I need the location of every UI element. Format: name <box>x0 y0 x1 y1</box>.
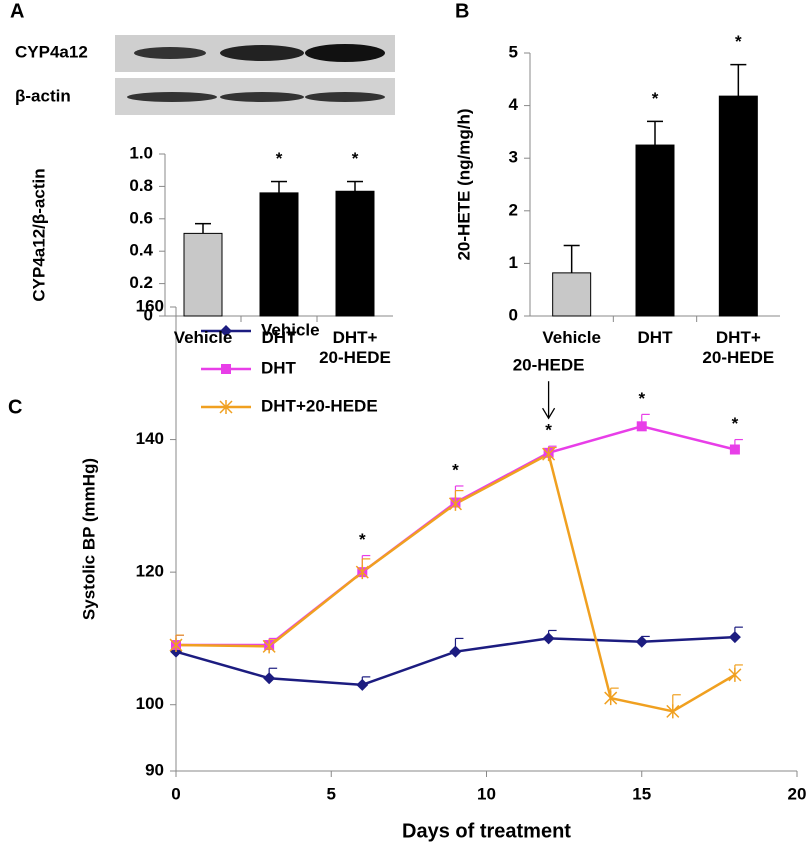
annotation: 20-HEDE <box>513 356 585 375</box>
x-tick-label: Vehicle <box>542 328 601 347</box>
y-tick-label: 0.8 <box>129 176 153 195</box>
marker <box>219 400 233 414</box>
significance-mark: * <box>732 414 739 433</box>
marker <box>729 444 740 455</box>
bar <box>718 95 758 317</box>
legend-label: Vehicle <box>261 320 320 339</box>
panel-letter: A <box>10 0 24 22</box>
y-tick-label: 140 <box>136 429 164 448</box>
panel-letter: C <box>8 396 22 418</box>
significance-mark: * <box>735 32 742 51</box>
x-tick-label: 0 <box>171 784 180 803</box>
significance-mark: * <box>652 89 659 108</box>
y-tick-label: 1 <box>509 253 518 272</box>
x-tick-label: DHT <box>637 328 673 347</box>
significance-mark: * <box>638 389 645 408</box>
significance-mark: * <box>359 530 366 549</box>
blot-label: β-actin <box>15 86 71 105</box>
marker <box>355 565 369 580</box>
western-blot <box>115 35 395 115</box>
x-axis-label: Days of treatment <box>402 820 571 842</box>
marker <box>356 678 369 691</box>
y-tick-label: 0 <box>144 305 153 324</box>
blot-band <box>220 92 304 102</box>
marker <box>169 638 183 653</box>
marker <box>666 704 680 719</box>
marker <box>635 635 648 648</box>
marker <box>542 447 556 462</box>
blot-band <box>220 45 304 61</box>
y-axis-label: Systolic BP (mmHg) <box>79 458 98 620</box>
y-tick-label: 160 <box>136 296 164 315</box>
y-tick-label: 5 <box>509 42 518 61</box>
x-tick-label: 20 <box>788 784 807 803</box>
y-tick-label: 1.0 <box>129 143 153 162</box>
marker <box>448 496 462 511</box>
y-tick-label: 3 <box>509 148 518 167</box>
y-tick-label: 100 <box>136 694 164 713</box>
x-tick-label: DHT+ 20-HEDE <box>702 328 775 367</box>
significance-mark: * <box>276 149 283 168</box>
blot-band <box>134 47 206 59</box>
x-tick-label: DHT <box>261 328 297 347</box>
marker <box>221 364 231 374</box>
y-tick-label: 2 <box>509 200 518 219</box>
y-axis-label: 20-HETE (ng/mg/h) <box>454 108 473 260</box>
y-tick-label: 0.4 <box>129 241 153 260</box>
line <box>175 452 736 713</box>
marker <box>728 631 741 644</box>
line <box>176 425 736 647</box>
blot-label: CYP4a12 <box>15 42 88 61</box>
x-tick-label: 5 <box>327 784 336 803</box>
annotation-arrowhead <box>542 407 556 420</box>
y-tick-label: 0.2 <box>129 273 153 292</box>
legend-label: DHT+20-HEDE <box>261 396 378 415</box>
y-tick-label: 0 <box>509 305 518 324</box>
bar <box>183 232 223 317</box>
x-tick-label: Vehicle <box>173 328 233 347</box>
marker <box>728 667 742 682</box>
marker <box>449 645 462 658</box>
x-tick-label: 15 <box>632 784 651 803</box>
y-tick-label: 0.6 <box>129 208 153 227</box>
x-tick-label: DHT+ 20-HEDE <box>319 328 391 367</box>
bar <box>552 272 592 317</box>
y-tick-label: 120 <box>136 562 164 581</box>
marker <box>542 632 555 645</box>
legend-label: DHT <box>261 358 297 377</box>
y-axis-label: CYP4a12/β-actin <box>29 168 48 301</box>
bar <box>635 144 675 317</box>
panel-letter: B <box>455 0 469 22</box>
y-tick-label: 90 <box>145 760 164 779</box>
marker <box>604 691 618 706</box>
blot-band <box>305 92 385 102</box>
blot-band <box>127 92 217 102</box>
marker <box>262 639 276 654</box>
blot-band <box>305 44 385 62</box>
bar <box>335 190 375 317</box>
marker <box>220 325 232 337</box>
marker <box>263 672 276 685</box>
significance-mark: * <box>545 421 552 440</box>
significance-mark: * <box>352 149 359 168</box>
marker <box>636 421 647 432</box>
y-tick-label: 4 <box>509 95 519 114</box>
bar <box>259 192 299 317</box>
significance-mark: * <box>452 460 459 479</box>
x-tick-label: 10 <box>477 784 496 803</box>
